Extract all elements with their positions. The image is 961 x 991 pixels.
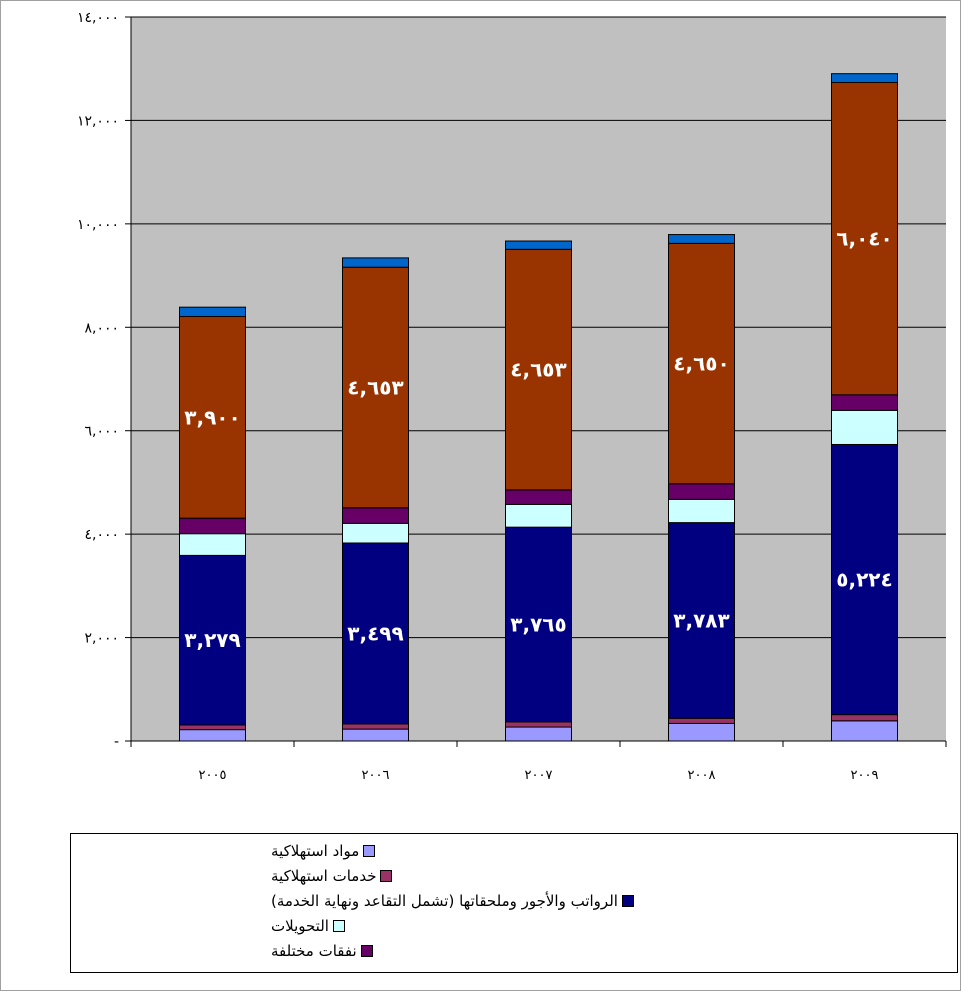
- bar-segment: [179, 533, 246, 556]
- bar-segment: [668, 498, 735, 524]
- legend-label: التحويلات: [271, 917, 329, 935]
- bar-segment: [505, 240, 572, 250]
- bar-segment: [831, 81, 898, 396]
- data-label: ٦,٠٤٠: [836, 227, 892, 251]
- legend-swatch: [380, 870, 393, 882]
- data-label: ٣,٢٧٩: [184, 628, 240, 652]
- bar-segment: [342, 723, 409, 730]
- bar-segment: [179, 306, 246, 317]
- bar-segment: [831, 714, 898, 722]
- y-tick-label: ١٢,٠٠٠: [77, 113, 119, 129]
- bar-segment: [505, 526, 572, 723]
- legend-item: التحويلات: [271, 915, 345, 937]
- bar-segment: [179, 724, 246, 731]
- legend-label: مواد استهلاكية: [271, 842, 360, 860]
- bar-segment: [179, 315, 246, 519]
- y-tick-label: -: [114, 734, 119, 750]
- bar-segment: [505, 721, 572, 728]
- y-tick-label: ٤,٠٠٠: [84, 527, 119, 543]
- x-tick-label: ٢٠٠٦: [362, 768, 390, 783]
- legend-swatch: [360, 945, 373, 957]
- x-tick-label: ٢٠٠٥: [199, 768, 227, 783]
- bar-segment: [342, 522, 409, 544]
- bar-segment: [505, 248, 572, 491]
- bar-segment: [668, 717, 735, 724]
- legend-label: الرواتب والأجور وملحقاتها (تشمل التقاعد …: [271, 892, 618, 910]
- y-tick-label: ٦,٠٠٠: [84, 424, 119, 440]
- bar-segment: [668, 234, 735, 244]
- bar-segment: [668, 242, 735, 485]
- bar-segment: [342, 507, 409, 524]
- bar-segment: [179, 729, 246, 742]
- bar-segment: [831, 720, 898, 742]
- data-label: ٣,٧٨٣: [673, 608, 729, 632]
- bar-segment: [505, 726, 572, 742]
- legend-item: خدمات استهلاكية: [271, 865, 393, 887]
- y-tick-label: ٢,٠٠٠: [84, 631, 119, 647]
- bar-segment: [831, 394, 898, 411]
- bar-segment: [179, 554, 246, 726]
- y-tick-label: ٨,٠٠٠: [84, 320, 119, 336]
- bar-segment: [831, 73, 898, 83]
- legend-label: نفقات مختلفة: [271, 942, 357, 960]
- data-label: ٣,٧٦٥: [510, 613, 566, 637]
- x-tick-label: ٢٠٠٨: [688, 768, 716, 783]
- y-tick-label: ١٤,٠٠٠: [77, 10, 119, 26]
- data-label: ٤,٦٥٣: [347, 376, 403, 400]
- bar-segment: [831, 443, 898, 716]
- bar-segment: [342, 542, 409, 725]
- legend-swatch: [621, 895, 634, 907]
- bar-segment: [668, 722, 735, 742]
- legend-swatch: [332, 920, 345, 932]
- legend-label: خدمات استهلاكية: [271, 867, 377, 885]
- y-tick-label: ١٠,٠٠٠: [77, 217, 119, 233]
- bar-segment: [668, 483, 735, 500]
- bar-segment: [831, 409, 898, 445]
- data-label: ٤,٦٥٠: [673, 352, 729, 376]
- x-tick-label: ٢٠٠٩: [851, 768, 879, 783]
- legend-item: نفقات مختلفة: [271, 940, 373, 962]
- legend-item: مواد استهلاكية: [271, 840, 376, 862]
- bar-segment: [505, 503, 572, 528]
- data-label: ٣,٤٩٩: [347, 621, 403, 645]
- data-label: ٥,٢٢٤: [836, 568, 892, 592]
- legend-swatch: [363, 845, 376, 857]
- bar-segment: [505, 489, 572, 505]
- legend-item: الرواتب والأجور وملحقاتها (تشمل التقاعد …: [271, 890, 634, 912]
- x-tick-label: ٢٠٠٧: [525, 768, 553, 783]
- bar-segment: [342, 728, 409, 742]
- bar-segment: [342, 257, 409, 268]
- data-label: ٤,٦٥٣: [510, 358, 566, 382]
- stacked-bar-chart: - ٢,٠٠٠ ٤,٠٠٠ ٦,٠٠٠ ٨,٠٠٠ ١٠,٠٠٠ ١٢,٠٠٠ ١٤,٠٠٠ ٢…: [77, 10, 947, 783]
- bar-segment: [342, 266, 409, 509]
- bar-segment: [179, 517, 246, 535]
- data-label: ٣,٩٠٠: [184, 405, 240, 429]
- chart-legend: مواد استهلاكية خدمات استهلاكية الرواتب وال…: [70, 833, 958, 973]
